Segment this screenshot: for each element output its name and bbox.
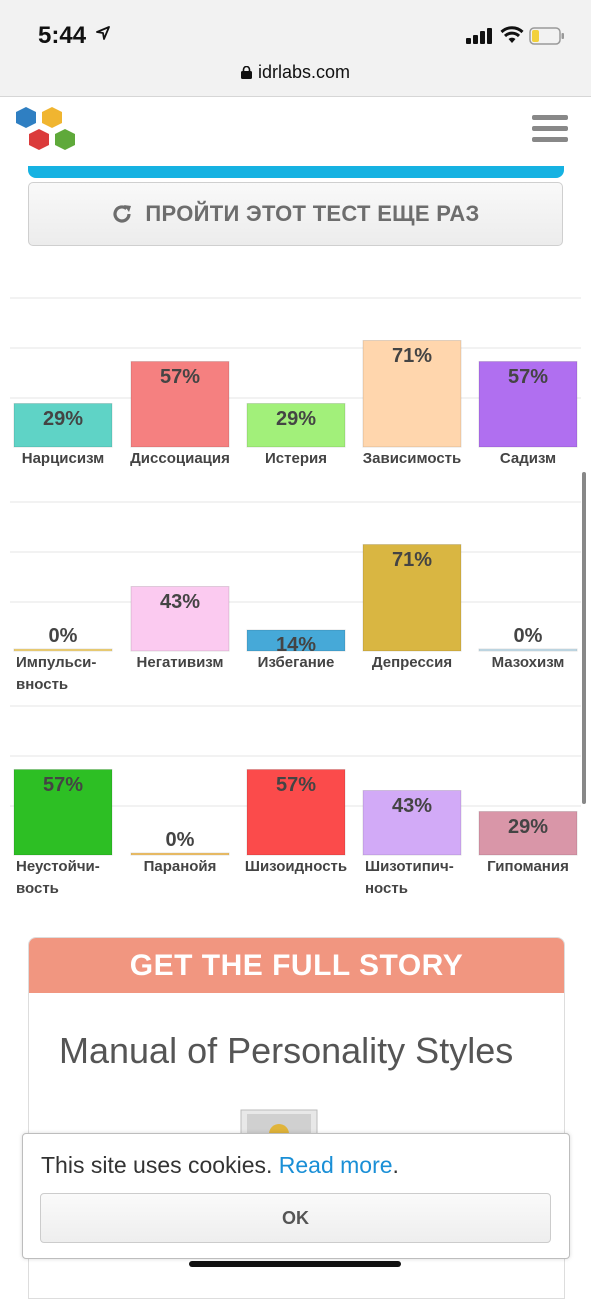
retake-test-button[interactable]: ПРОЙТИ ЭТОТ ТЕСТ ЕЩЕ РАЗ [28, 182, 563, 246]
idrlabs-logo[interactable] [12, 105, 80, 155]
progress-strip [28, 166, 564, 178]
chart-canvas [10, 297, 581, 448]
refresh-icon [113, 205, 132, 223]
bar-category-label: Нарцисизм [21, 450, 105, 467]
bar-category-label: Депрессия [371, 654, 453, 671]
bar-2 [246, 403, 346, 448]
bar-category-label: Зависимость [362, 450, 462, 467]
chart-canvas [10, 501, 581, 652]
bar-value-label: 29% [507, 815, 549, 838]
bar-value-label: 0% [165, 829, 195, 851]
chart-canvas [10, 705, 581, 856]
bar-4 [478, 648, 578, 652]
bar-category-label: Шизоидность [244, 858, 348, 875]
bar-3 [362, 790, 462, 856]
bar-value-label: 29% [42, 407, 84, 430]
bar-category-label: Шизотипич-ность [365, 858, 454, 897]
full-story-header: GET THE FULL STORY [29, 938, 564, 993]
cellular-signal-icon [466, 28, 492, 44]
bar-chart-3: 57% Неустойчи-вость 0% Паранойя 57% Шизоиднос… [0, 705, 591, 915]
bar-chart-1: 29% Нарцисизм 57% Диссоциация 29% Истерия 71% З… [0, 297, 591, 507]
bar-3 [362, 340, 462, 448]
url-text: idrlabs.com [257, 62, 351, 82]
wifi-icon [500, 26, 524, 43]
home-indicator [189, 1261, 401, 1267]
cookie-message: This site uses cookies. Read more. [41, 1152, 399, 1178]
bar-0 [13, 769, 113, 856]
menu-icon[interactable] [532, 115, 568, 143]
bar-category-label: Истерия [265, 450, 327, 467]
bar-1 [130, 586, 230, 652]
cookie-ok-button[interactable]: OK [40, 1193, 551, 1243]
bar-3 [362, 544, 462, 652]
bar-category-label: Паранойя [143, 858, 217, 875]
bar-value-label: 57% [507, 365, 549, 388]
bar-value-label: 29% [275, 407, 317, 430]
bar-value-label: 43% [391, 794, 433, 817]
clock: 5:44 [38, 22, 87, 49]
book-title[interactable]: Manual of Personality Styles [59, 1030, 514, 1071]
bar-category-label: Гипомания [487, 858, 569, 875]
bar-category-label: Неустойчи-вость [16, 858, 100, 897]
bar-category-label: Импульси-вность [16, 654, 97, 693]
bar-1 [130, 361, 230, 448]
bar-value-label: 0% [513, 625, 543, 647]
bar-0 [13, 403, 113, 448]
bar-4 [478, 811, 578, 856]
bar-category-label: Мазохизм [491, 654, 565, 671]
cookie-banner: This site uses cookies. Read more. OK [22, 1133, 570, 1259]
location-arrow-icon [96, 26, 110, 40]
site-header [0, 97, 591, 167]
bar-4 [478, 361, 578, 448]
bar-value-label: 57% [275, 773, 317, 796]
bar-0 [13, 648, 113, 652]
bar-value-label: 14% [275, 634, 317, 656]
scrollbar[interactable] [582, 472, 586, 804]
bar-value-label: 0% [48, 625, 78, 647]
lock-icon [240, 66, 252, 79]
bar-category-label: Диссоциация [130, 450, 230, 467]
bar-category-label: Избегание [257, 654, 335, 671]
bar-chart-2: 0% Импульси-вность 43% Негативизм 14% Избеган… [0, 501, 591, 711]
bar-value-label: 57% [159, 365, 201, 388]
bar-value-label: 57% [42, 773, 84, 796]
retake-label: ПРОЙТИ ЭТОТ ТЕСТ ЕЩЕ РАЗ [145, 201, 480, 226]
address-bar[interactable]: idrlabs.com [0, 62, 591, 83]
bar-2 [246, 629, 346, 652]
bar-value-label: 71% [391, 548, 433, 571]
bar-category-label: Негативизм [136, 654, 224, 671]
battery-icon [529, 27, 564, 45]
read-more-link[interactable]: Read more [278, 1152, 393, 1178]
bar-category-label: Садизм [499, 450, 557, 467]
bar-value-label: 71% [391, 344, 433, 367]
bar-2 [246, 769, 346, 856]
bar-value-label: 43% [159, 590, 201, 613]
browser-status-bar: 5:44 idrlabs.com [0, 0, 591, 97]
bar-1 [130, 852, 230, 856]
